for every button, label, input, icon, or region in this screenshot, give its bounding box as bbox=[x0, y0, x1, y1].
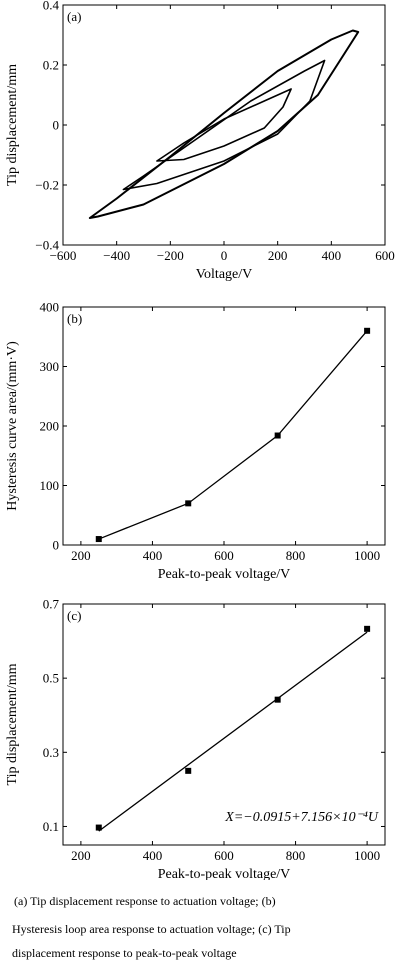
panel-label: (c) bbox=[67, 608, 81, 623]
fit-equation: X=−0.0915+7.156×10⁻⁴U bbox=[224, 810, 379, 825]
panel-2: 200 400 600 800 1000 0.1 0.3 0.5 0.7 (c) Peak-to-p… bbox=[5, 597, 386, 880]
y-tick-label: 200 bbox=[40, 419, 60, 434]
y-tick-label: 0 bbox=[53, 538, 60, 553]
y-tick-label: −0.4 bbox=[35, 238, 59, 253]
x-tick-label: 0 bbox=[221, 248, 228, 263]
plot-frame bbox=[62, 603, 386, 846]
x-tick-label: 1000 bbox=[354, 548, 380, 563]
y-tick-label: 300 bbox=[40, 359, 60, 374]
y-tick-label: 0.5 bbox=[43, 671, 59, 686]
y-tick-label: −0.2 bbox=[35, 178, 59, 193]
x-tick-label: 1000 bbox=[354, 848, 380, 863]
x-tick-label: 600 bbox=[214, 548, 234, 563]
data-point bbox=[185, 767, 192, 774]
x-axis-title: Peak-to-peak voltage/V bbox=[158, 567, 291, 582]
panel-label: (b) bbox=[67, 311, 82, 326]
data-point bbox=[95, 824, 102, 831]
x-tick-label: 400 bbox=[143, 548, 163, 563]
x-tick-label: 800 bbox=[286, 848, 306, 863]
x-axis-title: Voltage/V bbox=[196, 267, 253, 282]
panel-1: 200 400 600 800 1000 0 100 200 300 400 (b) Peak-to-… bbox=[5, 300, 386, 582]
data-point bbox=[364, 327, 371, 334]
panel-0: −600 −400 −200 0 200 400 600 −0.4 −0.2 0 0.2 0.4 (a)… bbox=[5, 0, 395, 282]
x-tick-label: 400 bbox=[143, 848, 163, 863]
series-line bbox=[98, 330, 368, 540]
y-tick-label: 0 bbox=[53, 118, 60, 133]
x-tick-label: 200 bbox=[268, 248, 288, 263]
hysteresis-loop-0 bbox=[88, 29, 360, 219]
y-tick-label: 0.3 bbox=[43, 745, 59, 760]
caption-line-2: Hysteresis loop area response to actuati… bbox=[12, 922, 291, 936]
y-tick-label: 0.7 bbox=[43, 597, 60, 612]
data-point bbox=[274, 432, 281, 439]
figure: −600 −400 −200 0 200 400 600 −0.4 −0.2 0 0.2 0.4 (a)… bbox=[5, 0, 395, 880]
x-tick-label: 600 bbox=[214, 848, 234, 863]
data-point bbox=[364, 625, 371, 632]
x-tick-label: −200 bbox=[157, 248, 184, 263]
caption-line-1: (a) Tip displacement response to actuati… bbox=[14, 894, 276, 908]
y-axis-title: Hysteresis curve area/(mm·V) bbox=[5, 341, 20, 511]
plot-frame bbox=[62, 4, 386, 246]
x-tick-label: 400 bbox=[322, 248, 342, 263]
data-point bbox=[185, 500, 192, 507]
fit-line bbox=[98, 631, 368, 832]
hysteresis-loop-2 bbox=[156, 88, 292, 162]
y-axis-title: Tip displacement/mm bbox=[5, 64, 20, 186]
x-tick-label: 800 bbox=[286, 548, 306, 563]
y-tick-label: 0.4 bbox=[43, 0, 60, 13]
x-tick-label: 200 bbox=[71, 848, 91, 863]
x-tick-label: 600 bbox=[375, 248, 395, 263]
y-tick-label: 0.1 bbox=[43, 819, 59, 834]
y-tick-label: 100 bbox=[40, 478, 60, 493]
data-point bbox=[274, 696, 281, 703]
y-tick-label: 0.2 bbox=[43, 58, 59, 73]
x-tick-label: 200 bbox=[71, 548, 91, 563]
x-tick-label: −400 bbox=[103, 248, 130, 263]
x-tick-label: −600 bbox=[50, 248, 77, 263]
data-point bbox=[95, 536, 102, 543]
y-tick-label: 400 bbox=[40, 300, 60, 315]
y-axis-title: Tip displacement/mm bbox=[5, 663, 20, 785]
caption-line-3: displacement response to peak-to-peak vo… bbox=[12, 946, 237, 960]
x-axis-title: Peak-to-peak voltage/V bbox=[158, 867, 291, 880]
plot-frame bbox=[62, 306, 386, 546]
panel-label: (a) bbox=[67, 9, 81, 24]
hysteresis-loop-1 bbox=[122, 59, 326, 191]
